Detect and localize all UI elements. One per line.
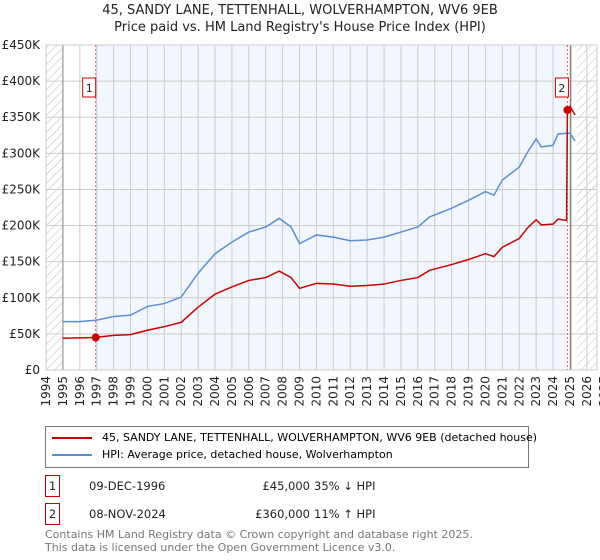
y-tick-label: £0 bbox=[25, 363, 40, 377]
x-tick-label: 2009 bbox=[293, 376, 307, 407]
x-tick-label: 2001 bbox=[157, 376, 171, 407]
x-tick-label: 2006 bbox=[242, 376, 256, 407]
x-tick-label: 1999 bbox=[124, 376, 138, 407]
legend-label: 45, SANDY LANE, TETTENHALL, WOLVERHAMPTO… bbox=[102, 431, 538, 444]
ownership-period bbox=[95, 45, 568, 370]
x-tick-label: 2010 bbox=[309, 376, 323, 407]
x-tick-label: 2008 bbox=[276, 376, 290, 407]
x-tick-label: 2027 bbox=[597, 376, 600, 407]
y-tick-label: £50K bbox=[9, 327, 41, 341]
y-tick-label: £250K bbox=[2, 182, 42, 196]
marker-badge: 1 bbox=[45, 475, 60, 497]
hpi-diff: 11% ↑ HPI bbox=[314, 507, 376, 521]
x-tick-label: 2016 bbox=[411, 376, 425, 407]
x-tick-label: 2000 bbox=[140, 376, 154, 407]
x-tick-label: 2011 bbox=[326, 376, 340, 407]
no-data-hatch bbox=[46, 45, 63, 370]
price-chart: 1994 1995 1996 1997 1998 1999 2000 2001 2002 2003… bbox=[2, 38, 600, 407]
marker-badge: 2 bbox=[45, 503, 60, 525]
x-tick-label: 2007 bbox=[259, 376, 273, 407]
x-tick-label: 2018 bbox=[445, 376, 459, 407]
legend-item-hpi: HPI: Average price, detached house, Wolv… bbox=[52, 448, 393, 462]
x-tick-label: 2003 bbox=[191, 376, 205, 407]
sale-label-box bbox=[82, 77, 97, 98]
sale-point bbox=[563, 106, 572, 114]
x-tick-label: 2014 bbox=[377, 376, 391, 407]
x-tick-label: 2025 bbox=[563, 376, 577, 407]
date: 09-DEC-1996 bbox=[89, 479, 166, 493]
x-tick-label: 1995 bbox=[56, 376, 70, 407]
price: £45,000 bbox=[262, 479, 310, 493]
x-tick-label: 2026 bbox=[580, 376, 594, 407]
series-line bbox=[62, 132, 576, 323]
x-tick-label: 2012 bbox=[343, 376, 357, 407]
y-tick-label: £150K bbox=[2, 255, 42, 269]
x-tick-label: 1996 bbox=[73, 376, 87, 407]
x-tick-label: 2005 bbox=[225, 376, 239, 407]
x-tick-label: 1994 bbox=[39, 376, 53, 407]
x-tick-label: 2013 bbox=[360, 376, 374, 407]
copyright-text: Contains HM Land Registry data © Crown c… bbox=[45, 528, 473, 541]
legend: 45, SANDY LANE, TETTENHALL, WOLVERHAMPTO… bbox=[45, 426, 537, 468]
sale-label: 1 bbox=[86, 82, 93, 95]
legend-item-property: 45, SANDY LANE, TETTENHALL, WOLVERHAMPTO… bbox=[52, 431, 537, 445]
sale-label: 2 bbox=[558, 82, 565, 95]
date: 08-NOV-2024 bbox=[89, 507, 166, 521]
y-tick-label: £350K bbox=[2, 110, 42, 124]
y-tick-label: £450K bbox=[2, 38, 42, 52]
x-tick-label: 2023 bbox=[529, 376, 543, 407]
price: £360,000 bbox=[255, 507, 310, 521]
x-tick-label: 2019 bbox=[462, 376, 476, 407]
x-tick-label: 2004 bbox=[208, 376, 222, 407]
x-tick-label: 2020 bbox=[478, 376, 492, 407]
x-tick-label: 1998 bbox=[107, 376, 121, 407]
legend-label: HPI: Average price, detached house, Wolv… bbox=[102, 448, 393, 461]
y-tick-label: £400K bbox=[2, 74, 42, 88]
chart-title: 45, SANDY LANE, TETTENHALL, WOLVERHAMPTO… bbox=[102, 3, 498, 18]
x-tick-label: 2015 bbox=[394, 376, 408, 407]
footer: Contains HM Land Registry data © Crown c… bbox=[45, 528, 473, 554]
y-tick-label: £300K bbox=[2, 146, 42, 160]
hpi-diff: 35% ↓ HPI bbox=[314, 479, 376, 493]
y-tick-label: £200K bbox=[2, 219, 42, 233]
chart-subtitle: Price paid vs. HM Land Registry's House … bbox=[114, 20, 486, 35]
y-tick-label: £100K bbox=[2, 291, 42, 305]
sale-label-box bbox=[554, 77, 569, 98]
x-tick-label: 2017 bbox=[428, 376, 442, 407]
x-tick-label: 1997 bbox=[90, 376, 104, 407]
licence-text: This data is licensed under the Open Gov… bbox=[45, 541, 396, 554]
x-tick-label: 2002 bbox=[174, 376, 188, 407]
sale-point bbox=[91, 333, 100, 342]
series-line bbox=[62, 105, 576, 339]
plot-frame bbox=[45, 44, 598, 371]
x-tick-label: 2022 bbox=[512, 376, 526, 407]
x-tick-label: 2024 bbox=[546, 376, 560, 407]
x-tick-label: 2021 bbox=[495, 376, 509, 407]
